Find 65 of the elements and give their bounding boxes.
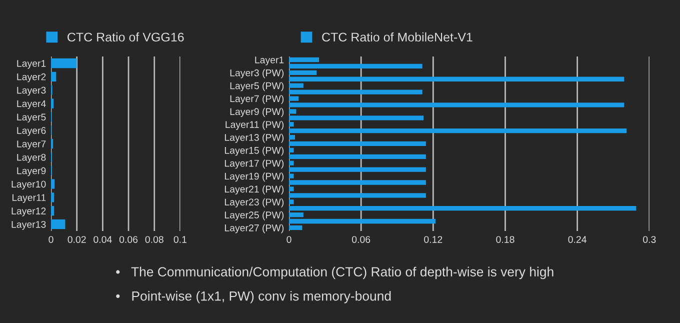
y-tick-label: Layer21 (PW) [224, 185, 284, 194]
y-tick-label: Layer3 (PW) [230, 69, 284, 78]
y-tick-label: Layer9 (PW) [230, 108, 284, 117]
y-tick-label: Layer5 [17, 114, 46, 122]
legend-label: CTC Ratio of MobileNet-V1 [322, 32, 472, 42]
y-tick-label: Layer9 [17, 167, 46, 176]
bar [289, 225, 302, 230]
bar [51, 72, 56, 82]
bar [289, 212, 304, 218]
y-tick-label: Layer8 [17, 154, 46, 163]
bar [289, 76, 624, 82]
y-tick-label: Layer13 (PW) [224, 134, 284, 143]
legend-label: CTC Ratio of VGG16 [68, 32, 184, 42]
y-tick-label: Layer7 [17, 140, 46, 150]
bar [289, 154, 426, 159]
y-tick-label: Layer5 (PW) [230, 82, 284, 92]
x-tick-label: 0.24 [568, 236, 586, 243]
y-tick-label: Layer10 [12, 180, 46, 190]
y-tick-label: Layer1 [17, 60, 46, 69]
x-tick-label: 0.3 [643, 236, 656, 243]
x-tick-label: 0.1 [174, 236, 186, 243]
x-tick-label: 0.04 [94, 236, 112, 243]
bar [289, 122, 294, 127]
y-tick-label: Layer11 (PW) [226, 120, 284, 130]
y-tick-label: Layer11 [12, 194, 46, 203]
bar [289, 128, 627, 134]
bar [289, 57, 320, 62]
x-tick-label: 0.08 [145, 236, 164, 243]
y-tick-label: Layer23 (PW) [224, 198, 284, 208]
y-tick-label: Layer7 (PW) [230, 94, 284, 104]
text: • Point-wise (1x1, PW) conv is memory-bound [116, 291, 391, 304]
bar [289, 206, 636, 211]
x-tick-label: 0.18 [496, 236, 514, 243]
bar [51, 219, 66, 230]
bar [51, 206, 54, 216]
x-tick-label: 0.12 [424, 236, 442, 243]
bar [289, 200, 294, 204]
x-tick-label: 0.06 [119, 236, 138, 243]
y-tick-label: Layer19 (PW) [224, 172, 284, 182]
y-tick-label: Layer25 (PW) [224, 211, 284, 220]
y-tick-label: Layer17 (PW) [224, 160, 284, 169]
bar [289, 134, 296, 140]
bar [289, 148, 294, 153]
x-tick-label: 0.02 [68, 236, 86, 243]
bar [51, 58, 77, 68]
bar [289, 70, 317, 75]
y-tick-label: Layer27 (PW) [224, 224, 284, 234]
x-tick-label: 0 [48, 236, 54, 243]
x-tick-label: 0 [286, 236, 292, 243]
bar [51, 192, 54, 202]
bar [51, 98, 54, 108]
text: • The Communication/Computation (CTC) Ratio of depth-wise is very high [116, 266, 554, 280]
y-tick-label: Layer2 [17, 73, 46, 82]
bar [289, 64, 422, 69]
y-tick-label: Layer13 [12, 220, 46, 230]
y-tick-label: Layer1 [255, 56, 284, 66]
y-tick-label: Layer4 [17, 100, 46, 110]
y-tick-label: Layer12 [12, 208, 46, 216]
bar [289, 141, 426, 146]
y-tick-label: Layer3 [17, 86, 46, 96]
y-tick-label: Layer6 [17, 127, 46, 136]
y-tick-label: Layer15 (PW) [224, 146, 284, 156]
bar [51, 179, 54, 189]
bar [289, 218, 436, 224]
x-tick-label: 0.06 [352, 236, 370, 243]
